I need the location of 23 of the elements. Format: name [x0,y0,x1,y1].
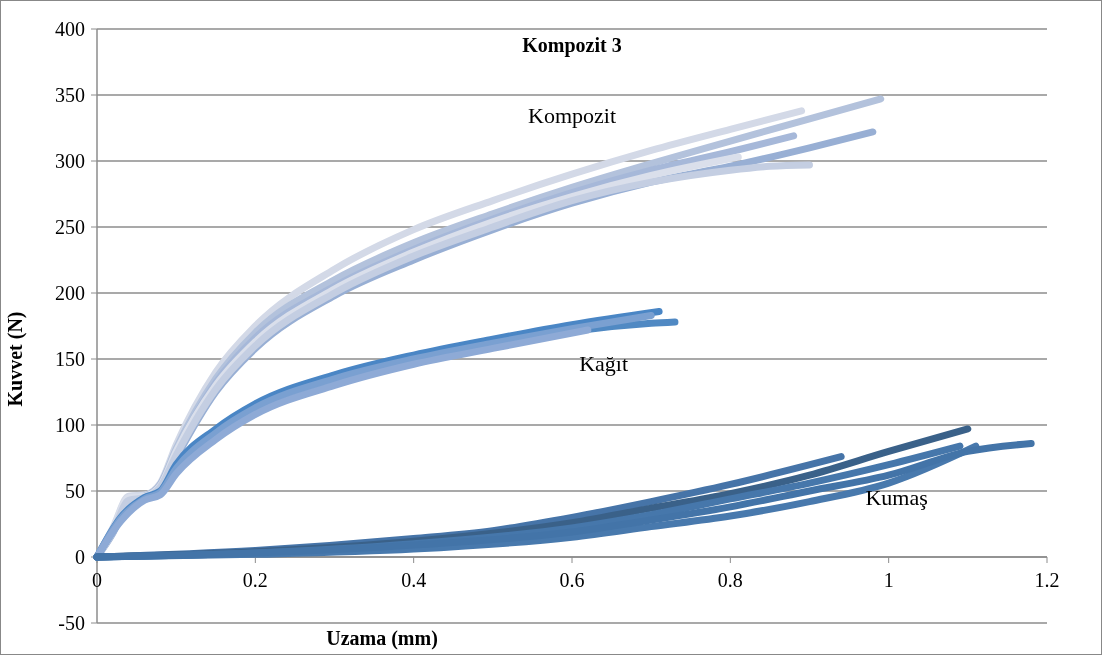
y-tick-label: 100 [55,414,85,436]
y-tick-label: 350 [55,84,85,106]
x-tick-label: 0.4 [401,569,427,591]
x-tick-label: 0.2 [242,569,268,591]
annotation: Kumaş [865,485,928,511]
annotation: Kompozit [528,102,616,128]
chart-title: Kompozit 3 [522,34,622,57]
x-axis-title: Uzama (mm) [326,627,438,650]
x-tick-label: 1 [883,569,894,591]
y-tick-label: -50 [58,612,85,634]
x-tick-label: 0 [92,569,102,591]
x-tick-label: 0.6 [559,569,585,591]
x-tick-label: 0.8 [717,569,743,591]
y-tick-label: 0 [75,546,85,568]
y-tick-label: 300 [55,150,85,172]
annotation: Kağıt [579,350,629,376]
y-tick-label: 200 [55,282,85,304]
y-tick-label: 400 [55,18,85,40]
y-tick-label: 150 [55,348,85,370]
x-tick-label: 1.2 [1034,569,1060,591]
y-axis-title: Kuvvet (N) [4,311,27,407]
y-tick-label: 50 [65,480,85,502]
y-tick-label: 250 [55,216,85,238]
